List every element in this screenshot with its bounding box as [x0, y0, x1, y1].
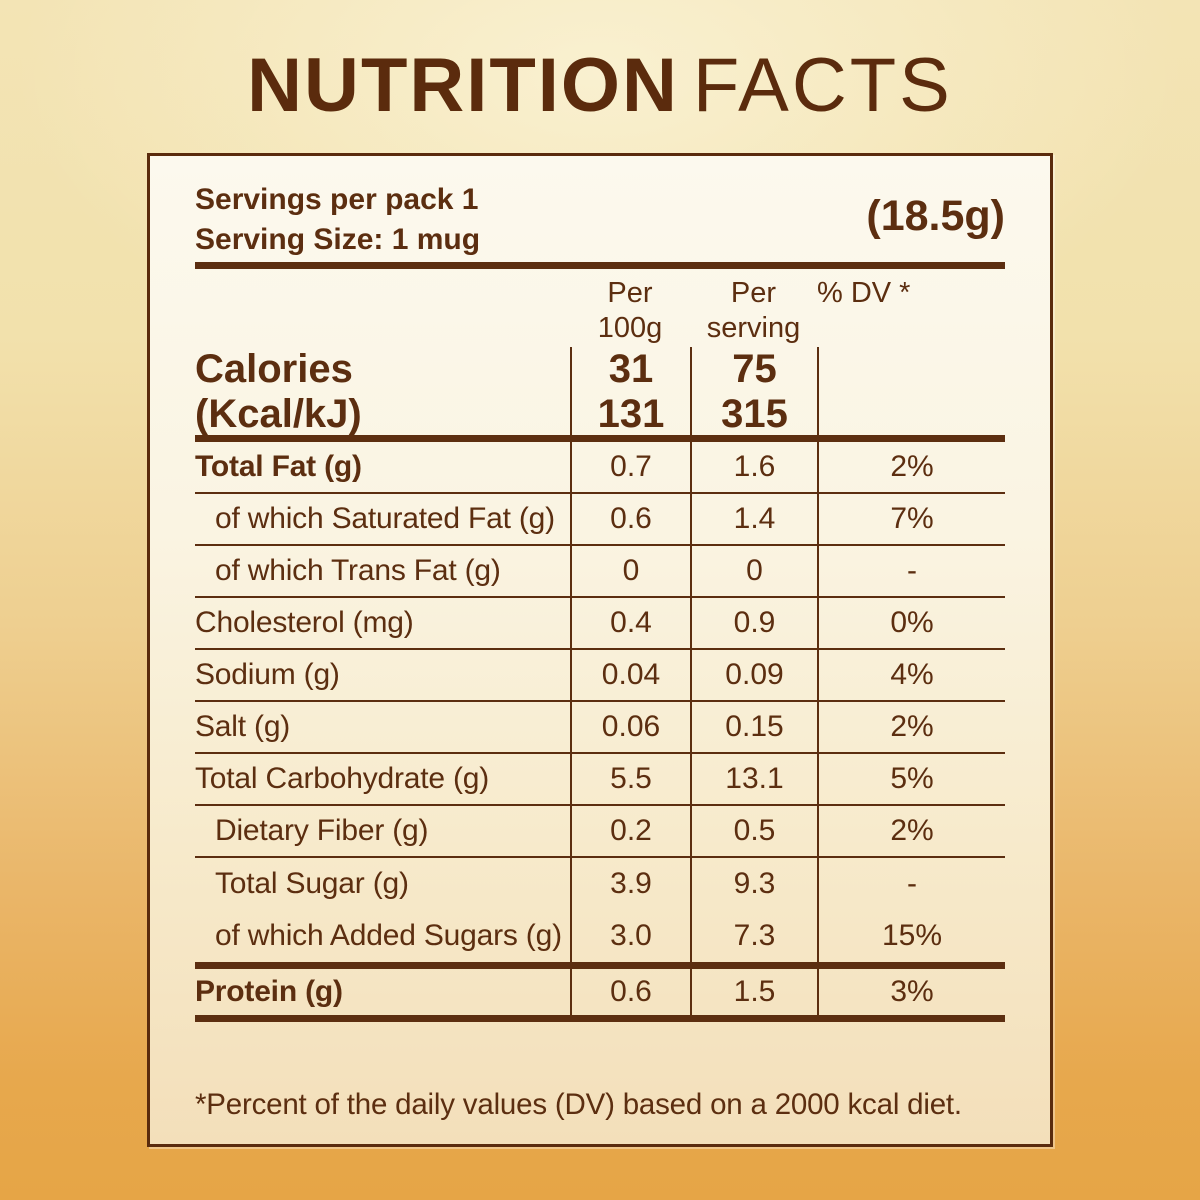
- row-value-dv: 4%: [817, 650, 1005, 700]
- table-row: of which Trans Fat (g) 0 0-: [195, 546, 1005, 598]
- table-row: Salt (g) 0.06 0.15 2%: [195, 702, 1005, 754]
- row-value-per-100g: 3.9: [570, 858, 690, 910]
- calories-per-100g-kcal: 31: [608, 347, 654, 391]
- divider-bar-bottom: [195, 1015, 1005, 1022]
- row-value-per-serving: 1.4: [690, 494, 817, 544]
- row-label: of which Added Sugars (g): [215, 919, 562, 952]
- row-value-dv: 0%: [817, 598, 1005, 648]
- row-value-per-100g: 0.6: [570, 494, 690, 544]
- row-label: Dietary Fiber (g): [215, 814, 429, 847]
- column-header-per-100g: Per 100g: [570, 269, 690, 347]
- table-row: Dietary Fiber (g) 0.2 0.5 2%: [195, 806, 1005, 858]
- column-header-row: Per 100g Per serving % DV *: [195, 269, 1005, 347]
- row-value-per-100g: 3.0: [570, 910, 690, 962]
- row-value-per-100g: 0.2: [570, 806, 690, 856]
- column-header-per-serving-line2: serving: [706, 312, 801, 344]
- row-value-per-100g: 5.5: [570, 754, 690, 804]
- calories-label: Calories (Kcal/kJ): [195, 347, 570, 437]
- row-value-per-100g: 0.7: [570, 442, 690, 492]
- calories-per-serving: 75 315: [690, 347, 817, 437]
- calories-per-100g-kj: 131: [597, 392, 665, 436]
- protein-row-container: Protein (g) 0.6 1.5 3%: [195, 969, 1005, 1015]
- table-row: of which Added Sugars (g) 3.0 7.3 15%: [195, 910, 1005, 962]
- divider-bar-above-protein: [195, 962, 1005, 969]
- table-row: Sodium (g) 0.04 0.09 4%: [195, 650, 1005, 702]
- calories-per-100g: 31 131: [570, 347, 690, 437]
- serving-size-text: Serving Size: 1 mug: [195, 223, 481, 256]
- row-label: of which Trans Fat (g): [215, 554, 501, 587]
- row-label: of which Saturated Fat (g): [215, 502, 555, 535]
- nutrient-table-body: Total Fat (g) 0.7 1.6 2% of which Saturated …: [195, 442, 1005, 962]
- row-value-per-serving: 0: [690, 546, 817, 596]
- table-row: Total Sugar (g) 3.9 9.3-: [195, 858, 1005, 910]
- row-label: Salt (g): [195, 710, 291, 743]
- column-header-per-100g-line1: Per: [607, 277, 653, 309]
- row-value-per-100g: 0.6: [570, 969, 690, 1015]
- column-header-per-serving-line1: Per: [730, 277, 777, 309]
- row-value-dv: -: [817, 546, 1005, 596]
- calories-label-line2: (Kcal/kJ): [195, 392, 362, 436]
- table-row: Protein (g) 0.6 1.5 3%: [195, 969, 1005, 1015]
- row-value-per-serving: 7.3: [690, 910, 817, 962]
- row-label: Cholesterol (mg): [195, 606, 414, 639]
- title-word-facts: FACTS: [692, 43, 953, 128]
- row-value-per-serving: 1.6: [690, 442, 817, 492]
- table-row: Total Carbohydrate (g) 5.5 13.1 5%: [195, 754, 1005, 806]
- calories-per-serving-kcal: 75: [732, 347, 777, 391]
- calories-per-serving-kj: 315: [721, 392, 788, 436]
- column-header-empty: [195, 269, 570, 347]
- row-label: Protein (g): [195, 975, 343, 1008]
- row-label: Sodium (g): [195, 658, 340, 691]
- row-value-dv: 2%: [817, 806, 1005, 856]
- table-row: Total Fat (g) 0.7 1.6 2%: [195, 442, 1005, 494]
- row-value-per-serving: 0.9: [690, 598, 817, 648]
- table-row: of which Saturated Fat (g) 0.6 1.4 7%: [195, 494, 1005, 546]
- nutrition-facts-panel: Servings per pack 1 Serving Size: 1 mug …: [147, 153, 1053, 1147]
- title-word-nutrition: NUTRITION: [247, 43, 679, 128]
- row-value-per-100g: 0.04: [570, 650, 690, 700]
- serving-info-block: Servings per pack 1 Serving Size: 1 mug …: [195, 156, 1005, 262]
- divider-bar-top: [195, 262, 1005, 269]
- calories-label-line1: Calories: [195, 347, 353, 391]
- row-value-per-serving: 1.5: [690, 969, 817, 1015]
- column-header-per-100g-line2: 100g: [597, 312, 663, 344]
- row-value-dv: 2%: [817, 702, 1005, 752]
- table-row: Cholesterol (mg) 0.4 0.9 0%: [195, 598, 1005, 650]
- row-value-dv: 15%: [817, 910, 1005, 962]
- row-value-per-serving: 9.3: [690, 858, 817, 910]
- row-label: Total Fat (g): [195, 450, 362, 483]
- row-value-dv: 3%: [817, 969, 1005, 1015]
- daily-value-footnote: *Percent of the daily values (DV) based …: [195, 1088, 962, 1121]
- row-value-per-100g: 0.06: [570, 702, 690, 752]
- row-value-per-serving: 13.1: [690, 754, 817, 804]
- column-header-per-serving: Per serving: [690, 269, 817, 347]
- serving-weight-text: (18.5g): [866, 192, 1005, 240]
- row-value-per-serving: 0.5: [690, 806, 817, 856]
- servings-per-pack-text: Servings per pack 1: [195, 183, 479, 216]
- column-header-dv: % DV *: [817, 277, 911, 309]
- row-label: Total Carbohydrate (g): [195, 762, 490, 795]
- row-value-dv: 7%: [817, 494, 1005, 544]
- calories-row: Calories (Kcal/kJ) 31 131 75 315: [195, 347, 1005, 437]
- row-value-per-serving: 0.09: [690, 650, 817, 700]
- row-value-dv: 2%: [817, 442, 1005, 492]
- row-value-dv: 5%: [817, 754, 1005, 804]
- row-value-dv: -: [817, 858, 1005, 910]
- divider-bar-calories: [195, 435, 1005, 442]
- row-label: Total Sugar (g): [215, 867, 409, 900]
- row-value-per-100g: 0.4: [570, 598, 690, 648]
- calories-dv-empty: [817, 347, 1005, 437]
- page-title: NUTRITION FACTS: [0, 46, 1200, 126]
- row-value-per-serving: 0.15: [690, 702, 817, 752]
- row-value-per-100g: 0: [570, 546, 690, 596]
